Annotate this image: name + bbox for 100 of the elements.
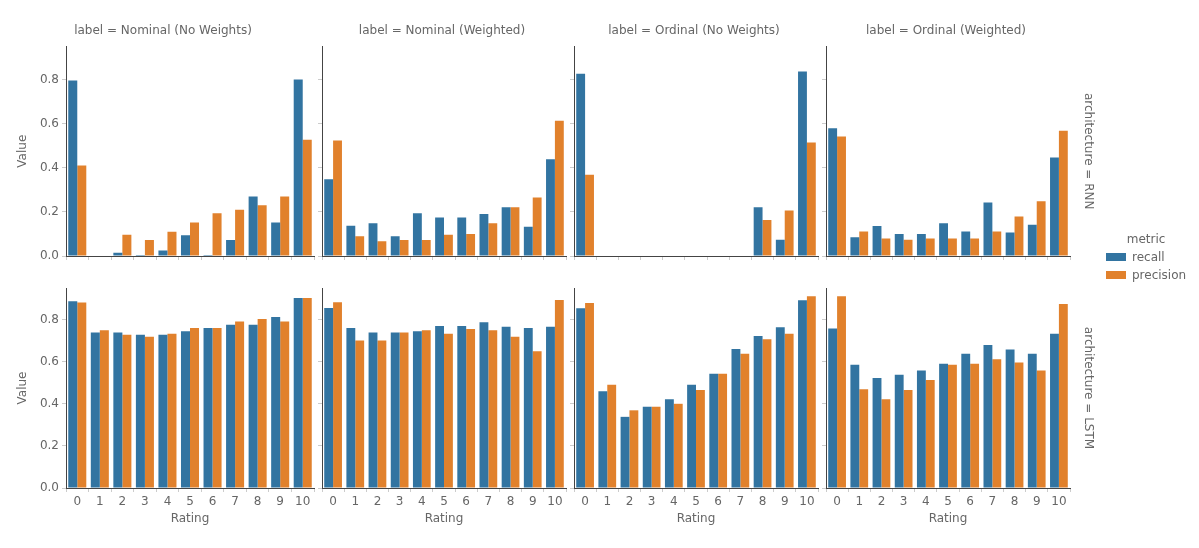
bar [939,223,948,256]
bar [629,410,639,488]
bar [271,222,281,256]
x-tick-label: 3 [647,494,656,509]
bar [280,196,290,256]
bar [466,329,476,488]
x-tick-label: 5 [944,494,952,509]
bar [257,205,267,256]
bar [894,374,904,488]
bar [1050,333,1059,488]
bar [501,207,511,256]
bar [837,136,846,256]
legend-label: precision [1132,267,1187,284]
x-tick-label: 9 [528,494,537,509]
bar [554,120,564,256]
bar [1036,370,1046,488]
bar [390,332,400,488]
bar [828,128,838,256]
bar [190,328,200,488]
bar [740,353,750,488]
bar [212,213,222,256]
bar [226,239,236,256]
y-tick-label: 0.6 [39,353,59,368]
bar [90,332,100,488]
x-axis-title: Rating [424,510,464,525]
bar [664,399,674,488]
chart-title: label = Nominal (Weighted) [358,23,526,38]
bar [872,378,882,488]
x-tick-label: 4 [163,494,172,509]
bar [412,331,422,488]
bar [916,370,926,488]
bar [925,238,935,256]
bar [523,226,533,256]
chart-title: label = Nominal (No Weights) [74,23,252,38]
bar [916,233,926,256]
bar [948,364,957,488]
bar [324,179,334,256]
x-tick-label: 7 [736,494,745,509]
y-tick-label: 0.4 [39,159,59,174]
bar [158,334,168,488]
y-tick-label: 0.4 [39,395,59,410]
x-tick-label: 7 [988,494,997,509]
bar [435,217,444,256]
x-tick-label: 6 [714,494,722,509]
chart-title: label = Ordinal (No Weights) [608,23,780,38]
bar [333,140,342,256]
bar [368,223,378,256]
bar [532,197,542,256]
x-tick-label: 1 [96,494,104,509]
bar [355,236,365,256]
bar [1014,362,1024,488]
bar [190,222,200,256]
bar [1058,304,1068,488]
x-tick-label: 0 [833,494,841,509]
bar [850,237,860,256]
x-tick-label: 4 [922,494,930,509]
bar [992,231,1002,256]
bar [122,334,132,488]
bar [421,330,431,488]
x-tick-label: 8 [758,494,767,509]
y-tick-label: 0.2 [39,438,59,453]
bar [806,296,816,488]
x-tick-label: 4 [670,494,678,509]
bar [501,326,511,488]
bar [798,300,807,488]
bar [1036,201,1046,256]
bar [850,364,860,488]
bar [212,328,222,488]
bar [248,196,258,256]
bar [762,339,772,488]
bar [753,207,763,256]
bar [775,239,785,256]
bar [399,239,409,256]
bar [113,252,123,256]
bar [488,223,498,256]
text: architecture = LSTM [1081,326,1096,450]
bar [903,390,913,488]
x-axis-title: Rating [676,510,716,525]
bar [68,80,78,256]
x-tick-label: 3 [141,494,149,509]
x-tick-label: 4 [418,494,426,509]
bar [532,351,542,488]
bar [144,336,154,488]
y-tick-label: 0.8 [39,71,59,86]
bar [144,239,154,256]
x-tick-label: 6 [208,494,217,509]
bar [444,234,453,256]
bar [970,363,980,488]
bar [293,79,303,256]
bar [302,139,312,256]
x-tick-label: 8 [253,494,262,509]
bar [68,301,78,488]
legend-label: recall [1132,249,1165,266]
y-tick-label: 0.6 [39,115,59,130]
x-tick-label: 0 [581,494,589,509]
x-tick-label: 9 [1032,494,1041,509]
bar [302,297,312,488]
bar [992,359,1002,488]
bar [798,71,807,256]
chart-title: label = Ordinal (Weighted) [865,23,1027,38]
